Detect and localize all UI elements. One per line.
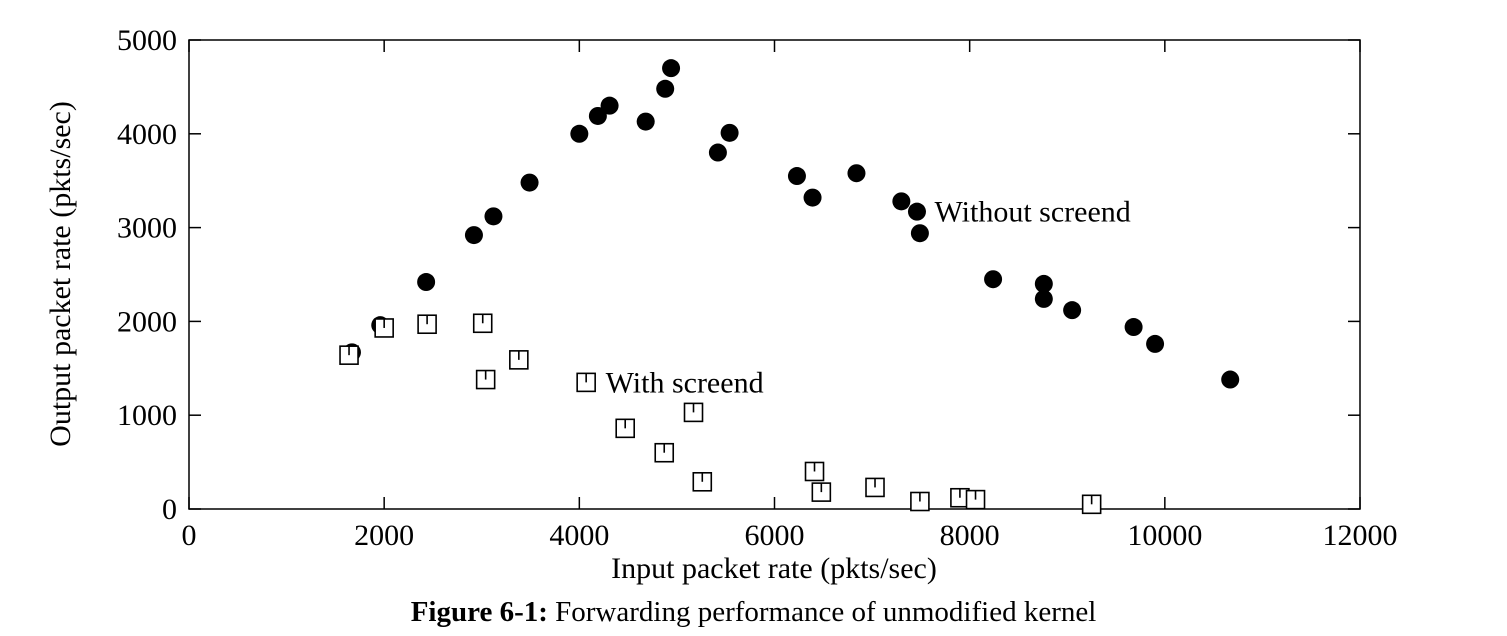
x-axis-title: Input packet rate (pkts/sec) bbox=[611, 552, 937, 585]
y-tick-label: 4000 bbox=[117, 118, 177, 151]
figure-caption: Figure 6-1: Forwarding performance of un… bbox=[0, 592, 1507, 632]
data-point-circle bbox=[636, 112, 655, 131]
data-point-circle bbox=[907, 202, 926, 221]
plot-frame bbox=[188, 39, 1361, 510]
series-annotation: Without screend bbox=[935, 196, 1131, 229]
data-point-circle bbox=[708, 143, 727, 162]
data-point-circle bbox=[892, 192, 911, 211]
data-point-circle bbox=[656, 79, 675, 98]
data-point-circle bbox=[1034, 274, 1053, 293]
data-point-circle bbox=[1063, 301, 1082, 320]
caption-text: Forwarding performance of unmodified ker… bbox=[555, 596, 1097, 628]
series-with-screend bbox=[339, 313, 1102, 515]
data-point-circle bbox=[803, 188, 822, 207]
data-point-circle bbox=[1034, 289, 1053, 308]
y-tick-label: 1000 bbox=[117, 399, 177, 432]
data-point-square bbox=[339, 345, 359, 365]
data-point-square bbox=[910, 491, 930, 512]
x-axis: 0 2000 4000 6000 8000 10000 12000 bbox=[182, 40, 1398, 552]
data-point-square bbox=[475, 369, 496, 390]
data-point-square bbox=[417, 314, 437, 335]
y-tick-label: 0 bbox=[162, 493, 177, 526]
x-tick-label: 2000 bbox=[354, 519, 414, 552]
data-point-circle bbox=[570, 124, 589, 143]
data-point-circle bbox=[520, 173, 539, 192]
data-point-square bbox=[965, 489, 986, 510]
data-point-circle bbox=[720, 123, 739, 142]
data-point-circle bbox=[464, 226, 483, 245]
caption-label: Figure 6-1: bbox=[410, 596, 548, 628]
data-point-square bbox=[472, 313, 493, 334]
data-point-square bbox=[654, 442, 675, 463]
data-point-circle bbox=[787, 167, 806, 186]
data-point-circle bbox=[1124, 318, 1143, 337]
data-point-square bbox=[509, 350, 529, 370]
y-tick-label: 3000 bbox=[117, 212, 177, 245]
data-point-circle bbox=[847, 164, 866, 183]
data-point-square bbox=[374, 318, 394, 338]
y-axis-title: Output packet rate (pkts/sec) bbox=[44, 101, 77, 447]
data-point-square bbox=[804, 461, 825, 482]
data-point-circle bbox=[1146, 334, 1165, 353]
data-point-circle bbox=[1221, 370, 1240, 389]
data-point-square bbox=[1081, 494, 1102, 515]
x-tick-label: 4000 bbox=[549, 519, 609, 552]
y-tick-label: 2000 bbox=[117, 305, 177, 338]
data-point-square bbox=[811, 482, 832, 502]
x-tick-label: 12000 bbox=[1323, 519, 1398, 552]
series-layer bbox=[339, 59, 1240, 515]
data-point-circle bbox=[484, 207, 503, 226]
data-point-circle bbox=[662, 59, 681, 78]
data-point-circle bbox=[984, 270, 1003, 289]
y-tick-label: 5000 bbox=[117, 24, 177, 57]
data-point-square bbox=[576, 372, 596, 393]
x-tick-label: 8000 bbox=[940, 519, 1000, 552]
x-tick-label: 10000 bbox=[1127, 519, 1202, 552]
data-point-square bbox=[692, 471, 713, 492]
data-point-square bbox=[865, 477, 885, 498]
data-point-square bbox=[683, 402, 704, 423]
data-point-circle bbox=[600, 96, 619, 115]
data-point-circle bbox=[417, 273, 436, 292]
annotation-layer: Without screend With screend bbox=[606, 196, 1131, 400]
x-tick-label: 0 bbox=[182, 519, 197, 552]
data-point-circle bbox=[910, 224, 929, 243]
series-annotation: With screend bbox=[606, 366, 764, 399]
data-point-circle bbox=[588, 106, 607, 125]
y-axis: 0 1000 2000 3000 4000 5000 bbox=[117, 24, 1360, 526]
data-point-square bbox=[615, 418, 635, 439]
x-tick-label: 6000 bbox=[745, 519, 805, 552]
